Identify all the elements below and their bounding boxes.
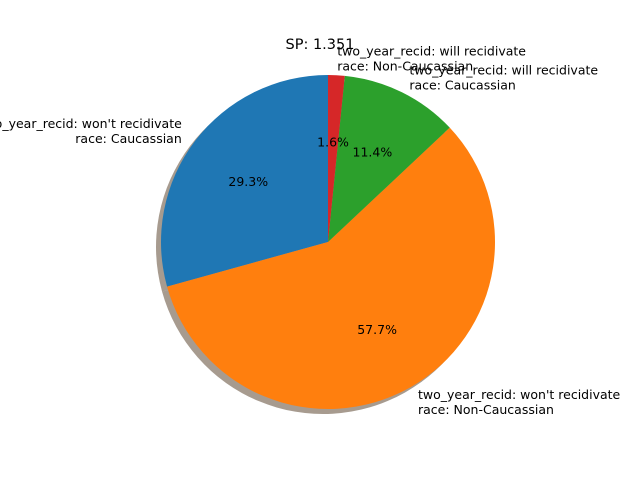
pie-slices xyxy=(161,75,496,409)
percent-labels: 29.3% 57.7% 11.4% 1.6% xyxy=(228,134,397,336)
percent-label: 57.7% xyxy=(357,322,397,337)
slice-label-line: race: Caucassian xyxy=(409,77,515,92)
pie-slice xyxy=(328,75,345,242)
slice-label-line: two_year_recid: won't recidivate xyxy=(0,116,182,131)
slice-label: two_year_recid: won't recidivate race: No… xyxy=(418,387,621,417)
slice-label: two_year_recid: will recidivate race: Cau… xyxy=(409,62,598,92)
slice-label-line: race: Non-Caucassian xyxy=(337,59,473,74)
slice-label-line: two_year_recid: will recidivate xyxy=(337,44,526,59)
slice-label: two_year_recid: will recidivate race: Non… xyxy=(337,44,526,74)
slice-label-line: two_year_recid: will recidivate xyxy=(409,62,598,77)
pie-slice xyxy=(161,75,328,287)
pie-slice xyxy=(167,127,496,409)
percent-label: 1.6% xyxy=(317,134,349,149)
slice-label-line: two_year_recid: won't recidivate xyxy=(418,387,621,402)
chart-title: SP: 1.351 xyxy=(286,37,355,53)
percent-label: 11.4% xyxy=(353,145,393,160)
pie-slice xyxy=(328,75,450,242)
slice-label-line: race: Non-Caucassian xyxy=(418,402,554,417)
slice-label-line: race: Caucassian xyxy=(75,131,181,146)
percent-label: 29.3% xyxy=(228,174,268,189)
